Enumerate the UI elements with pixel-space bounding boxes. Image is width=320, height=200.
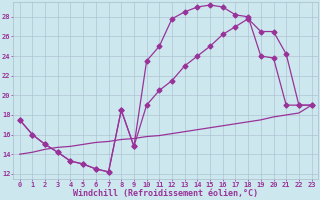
X-axis label: Windchill (Refroidissement éolien,°C): Windchill (Refroidissement éolien,°C) [73, 189, 258, 198]
